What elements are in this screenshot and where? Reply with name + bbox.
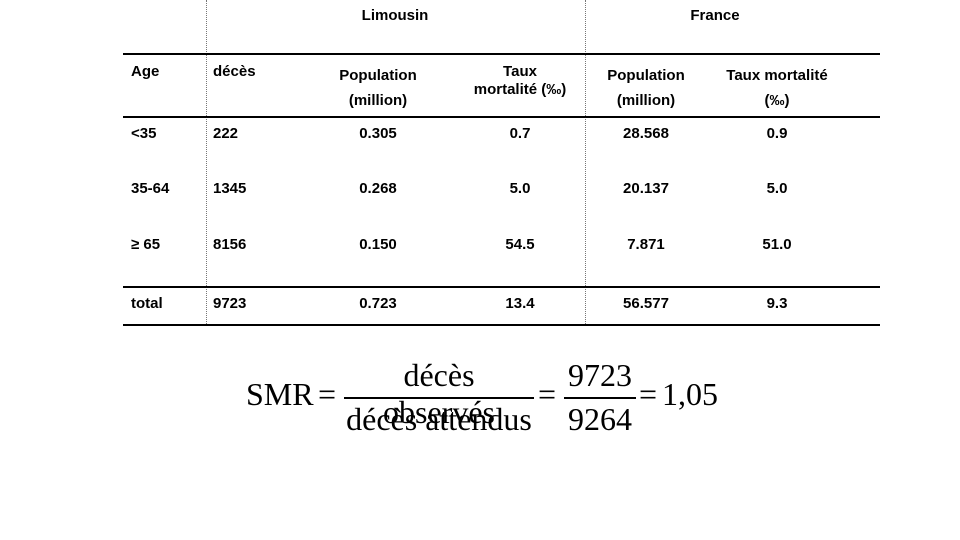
group-header-limousin: Limousin [361,7,429,24]
col-header-lim-population: Population (million) [318,63,438,113]
row-2-fr-pop: 20.137 [623,180,669,197]
col-header-lim-taux-line2: mortalité (‰) [473,81,567,98]
row-2-lim-pop: 0.268 [359,180,397,197]
rule-header-bottom [123,116,880,118]
formula-fraction-bar-1 [344,397,534,399]
formula-eq-3: = [639,376,658,412]
col-header-deces: décès [213,63,256,80]
col-header-lim-population-line1: Population [339,67,417,84]
total-lim-pop: 0.723 [359,295,397,312]
formula-denominator-text: décès attendus [346,401,532,437]
total-deces: 9723 [213,295,247,312]
col-header-fr-taux: Taux mortalité (‰) [702,63,852,113]
formula-fraction-bar-2 [564,397,636,399]
total-fr-taux: 9.3 [766,295,788,312]
total-fr-pop: 56.577 [623,295,669,312]
total-lim-taux: 13.4 [505,295,535,312]
formula-result: 1,05 [662,376,718,412]
col-header-lim-taux-line1: Taux [503,63,537,80]
col-header-fr-population: Population (million) [586,63,706,113]
limousin-left-separator [206,0,207,326]
rule-bottom [123,324,880,326]
row-1-lim-taux: 0.7 [509,125,531,142]
rule-before-total [123,286,880,288]
row-1-fr-pop: 28.568 [623,125,669,142]
col-header-lim-population-line2: (million) [348,92,408,109]
formula-eq-2: = [538,376,557,412]
col-header-lim-taux: Taux mortalité (‰) [455,63,585,99]
formula-numerator-text: décès observés [383,357,495,430]
rule-top [123,53,880,55]
row-3-lim-pop: 0.150 [359,236,397,253]
col-header-fr-population-line2: (million) [616,92,676,109]
row-3-lim-taux: 54.5 [505,236,535,253]
row-3-age: ≥ 65 [131,236,161,253]
row-2-lim-taux: 5.0 [509,180,531,197]
row-1-deces: 222 [213,125,239,142]
row-3-fr-pop: 7.871 [627,236,665,253]
row-3-deces: 8156 [213,236,247,253]
formula-lhs: SMR [246,376,314,412]
france-left-separator [585,0,586,326]
col-header-fr-taux-line1: Taux mortalité [726,67,828,84]
row-2-fr-taux: 5.0 [766,180,788,197]
total-label: total [131,295,163,312]
formula-denominator-value: 9264 [568,401,632,437]
row-2-deces: 1345 [213,180,247,197]
formula-eq-1: = [318,376,337,412]
row-1-lim-pop: 0.305 [359,125,397,142]
formula-numerator-value: 9723 [568,357,632,393]
col-header-fr-population-line1: Population [607,67,685,84]
row-2-age: 35-64 [131,180,170,197]
group-header-france: France [690,7,740,24]
row-1-age: <35 [131,125,157,142]
row-3-fr-taux: 51.0 [762,236,792,253]
col-header-fr-taux-line2: (‰) [764,92,790,109]
col-header-age: Age [131,63,160,80]
row-1-fr-taux: 0.9 [766,125,788,142]
